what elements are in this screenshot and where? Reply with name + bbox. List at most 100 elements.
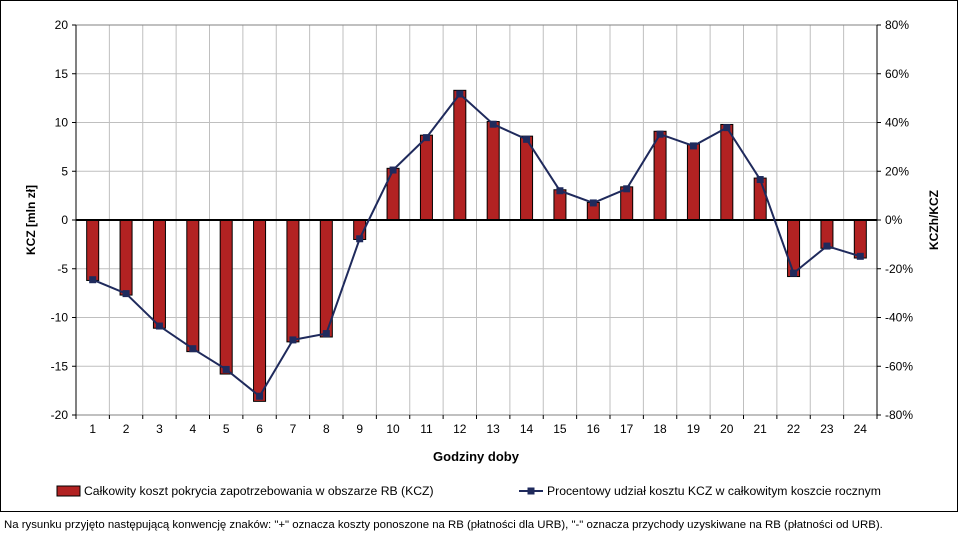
y-right-tick-label: 20% — [885, 164, 909, 178]
x-tick-label: 17 — [620, 422, 634, 436]
x-tick-label: 19 — [687, 422, 701, 436]
y-right-tick-label: 40% — [885, 116, 909, 130]
bar — [720, 123, 734, 221]
y-left-tick-label: -20 — [51, 408, 69, 422]
y-left-tick-label: -15 — [51, 359, 69, 373]
footnote: Na rysunku przyjęto następującą konwencj… — [4, 519, 883, 531]
line-point — [589, 199, 597, 207]
y-axis-left-title: KCZ [mln zł] — [24, 185, 38, 255]
x-axis-title: Godziny doby — [433, 449, 520, 464]
y-right-tick-label: 60% — [885, 67, 909, 81]
share-line — [92, 92, 861, 398]
bar — [119, 219, 133, 296]
x-tick-label: 3 — [156, 422, 163, 436]
line-point — [356, 235, 364, 243]
bar — [787, 219, 801, 278]
x-tick-label: 11 — [420, 422, 433, 436]
y-left-tick-label: 10 — [55, 116, 69, 130]
y-right-tick-label: -80% — [885, 408, 913, 422]
line-point — [289, 336, 297, 344]
y-right-tick-label: -40% — [885, 311, 913, 325]
bar — [219, 219, 233, 375]
legend-item-line: Procentowy udział kosztu KCZ w całkowity… — [519, 484, 881, 498]
line-point — [322, 330, 330, 338]
x-tick-label: 20 — [720, 422, 734, 436]
x-tick-label: 15 — [553, 422, 567, 436]
x-tick-label: 21 — [754, 422, 768, 436]
y-right-tick-label: 0% — [885, 213, 903, 227]
line-point — [656, 130, 664, 138]
x-tick-label: 4 — [189, 422, 196, 436]
bar — [286, 219, 300, 343]
combo-chart: 20151050-5-10-15-2080%60%40%20%0%-20%-40… — [24, 18, 941, 498]
bar — [853, 219, 867, 259]
bar — [453, 89, 467, 221]
x-tick-label: 8 — [323, 422, 330, 436]
bar — [152, 219, 166, 329]
x-tick-label: 23 — [820, 422, 834, 436]
tick-labels: 20151050-5-10-15-2080%60%40%20%0%-20%-40… — [51, 18, 914, 436]
bar — [686, 143, 700, 221]
x-tick-label: 7 — [290, 422, 297, 436]
line-point — [389, 166, 397, 174]
line-point — [723, 124, 731, 132]
y-right-tick-label: -60% — [885, 359, 913, 373]
legend-label-bar: Całkowity koszt pokrycia zapotrzebowania… — [84, 484, 434, 498]
line-point — [422, 134, 430, 142]
x-tick-label: 5 — [223, 422, 230, 436]
y-left-tick-label: 0 — [61, 213, 68, 227]
x-tick-label: 22 — [787, 422, 801, 436]
line-point — [756, 176, 764, 184]
x-tick-label: 12 — [453, 422, 467, 436]
line-point — [256, 392, 264, 400]
y-left-tick-label: 5 — [61, 164, 68, 178]
x-tick-label: 18 — [653, 422, 667, 436]
x-tick-label: 1 — [89, 422, 96, 436]
x-tick-label: 10 — [386, 422, 400, 436]
legend-item-bar: Całkowity koszt pokrycia zapotrzebowania… — [56, 484, 434, 498]
x-tick-label: 14 — [520, 422, 534, 436]
x-tick-label: 16 — [587, 422, 601, 436]
y-axis-right-title: KCZh/KCZ — [927, 190, 941, 250]
line-point — [523, 135, 531, 143]
legend-swatch-marker — [527, 487, 535, 495]
line-point — [823, 242, 831, 250]
line-point — [689, 142, 697, 150]
legend: Całkowity koszt pokrycia zapotrzebowania… — [56, 484, 881, 498]
bar — [486, 121, 500, 221]
x-tick-label: 2 — [123, 422, 130, 436]
line-point — [189, 345, 197, 353]
bar — [386, 167, 400, 221]
line-point — [856, 252, 864, 260]
legend-label-line: Procentowy udział kosztu KCZ w całkowity… — [547, 484, 881, 498]
line-point — [155, 322, 163, 330]
bar — [520, 135, 534, 221]
y-left-tick-label: 20 — [55, 18, 69, 32]
y-right-tick-label: -20% — [885, 262, 913, 276]
bar — [753, 177, 767, 221]
line-point — [456, 90, 464, 98]
x-tick-label: 24 — [854, 422, 868, 436]
legend-swatch-bar — [56, 485, 81, 497]
line-point — [489, 120, 497, 128]
line-point — [623, 185, 631, 193]
y-left-tick-label: 15 — [55, 67, 69, 81]
line-point — [89, 276, 97, 284]
line-point — [556, 187, 564, 195]
line-series — [89, 90, 864, 400]
bar — [253, 219, 267, 402]
y-right-tick-label: 80% — [885, 18, 909, 32]
y-left-tick-label: -10 — [51, 311, 69, 325]
x-tick-label: 9 — [356, 422, 363, 436]
line-point — [222, 365, 230, 373]
bar — [419, 134, 433, 221]
line-point — [790, 269, 798, 277]
bar — [186, 219, 200, 353]
y-left-tick-label: -5 — [57, 262, 68, 276]
chart-frame: 20 15 10 5 0 -5 -10 -15 -20 80% 60% 40% 20% 0% -20% -40… — [0, 0, 958, 512]
x-tick-label: 6 — [256, 422, 263, 436]
line-point — [122, 290, 130, 298]
bar — [653, 130, 667, 221]
bar — [86, 219, 100, 281]
x-tick-label: 13 — [487, 422, 501, 436]
